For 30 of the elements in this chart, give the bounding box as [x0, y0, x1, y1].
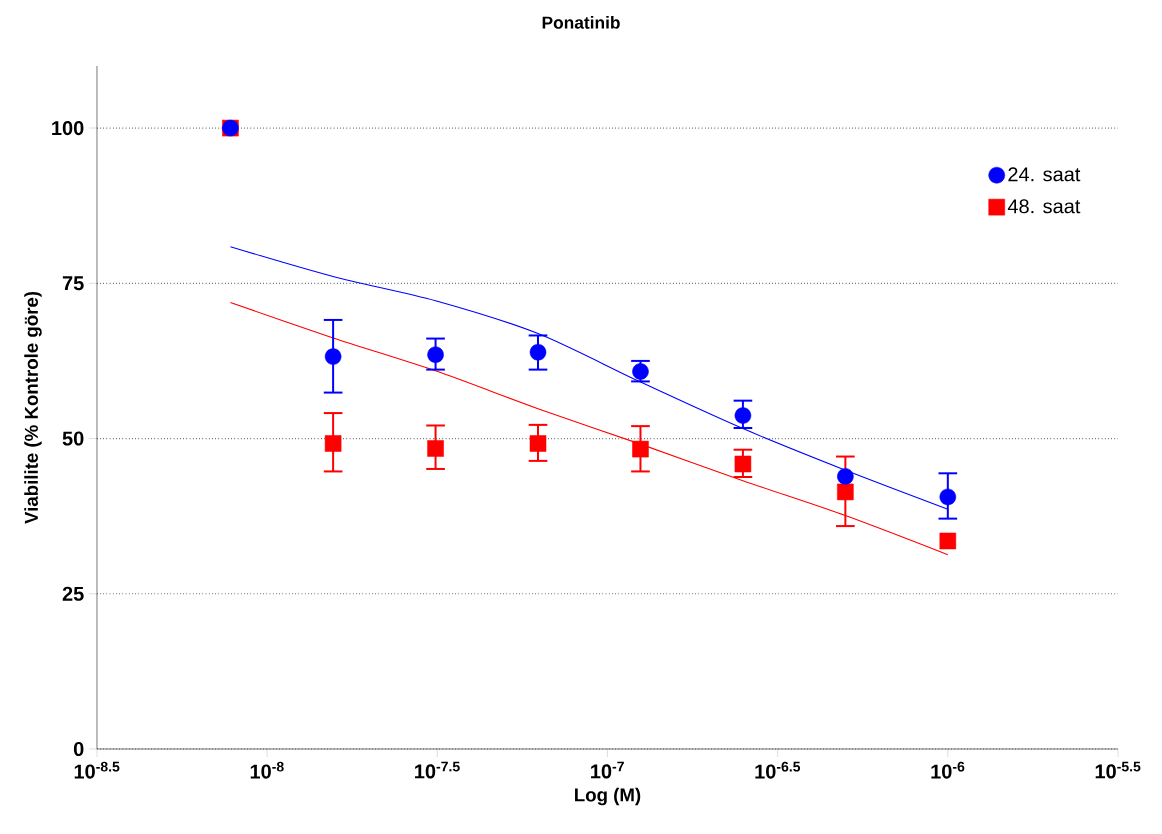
x-tick-label: 10$^{-7.5}$: [415, 761, 460, 779]
point: [427, 346, 444, 363]
y-tick-label: 50: [62, 431, 84, 446]
point: [939, 488, 957, 506]
x-tick-label: 10$^{-8}$: [250, 761, 284, 779]
x-tick-label: 10$^{-6}$: [931, 761, 965, 779]
y-tick-label: 25: [62, 586, 84, 601]
point: [529, 343, 547, 361]
x-tick-label: 10$^{-8.5}$: [74, 761, 120, 779]
point: [734, 407, 752, 424]
point: [427, 440, 444, 457]
point: [324, 435, 342, 452]
point: [529, 435, 547, 452]
legend-label: 48. saat: [1007, 199, 1081, 214]
point: [324, 348, 342, 365]
x-tick-label: 10$^{-6.5}$: [755, 761, 801, 779]
x-axis-title: Log (M): [575, 787, 641, 806]
point: [734, 455, 752, 473]
point: [939, 532, 957, 550]
x-tick-label: 10$^{-7}$: [591, 761, 624, 779]
point: [837, 468, 854, 485]
legend-label: 24. saat: [1008, 167, 1081, 182]
x-tick-label: 10$^{-5.5}$: [1095, 761, 1141, 779]
y-tick-label: 0: [73, 741, 84, 757]
y-tick-label: 100: [52, 120, 84, 136]
point: [632, 440, 649, 458]
chart-title: Ponatinib: [542, 16, 620, 29]
point: [837, 483, 854, 501]
y-axis-title: Viabilite (% Kontrole göre): [24, 291, 42, 524]
y-tick-label: 75: [62, 276, 84, 291]
